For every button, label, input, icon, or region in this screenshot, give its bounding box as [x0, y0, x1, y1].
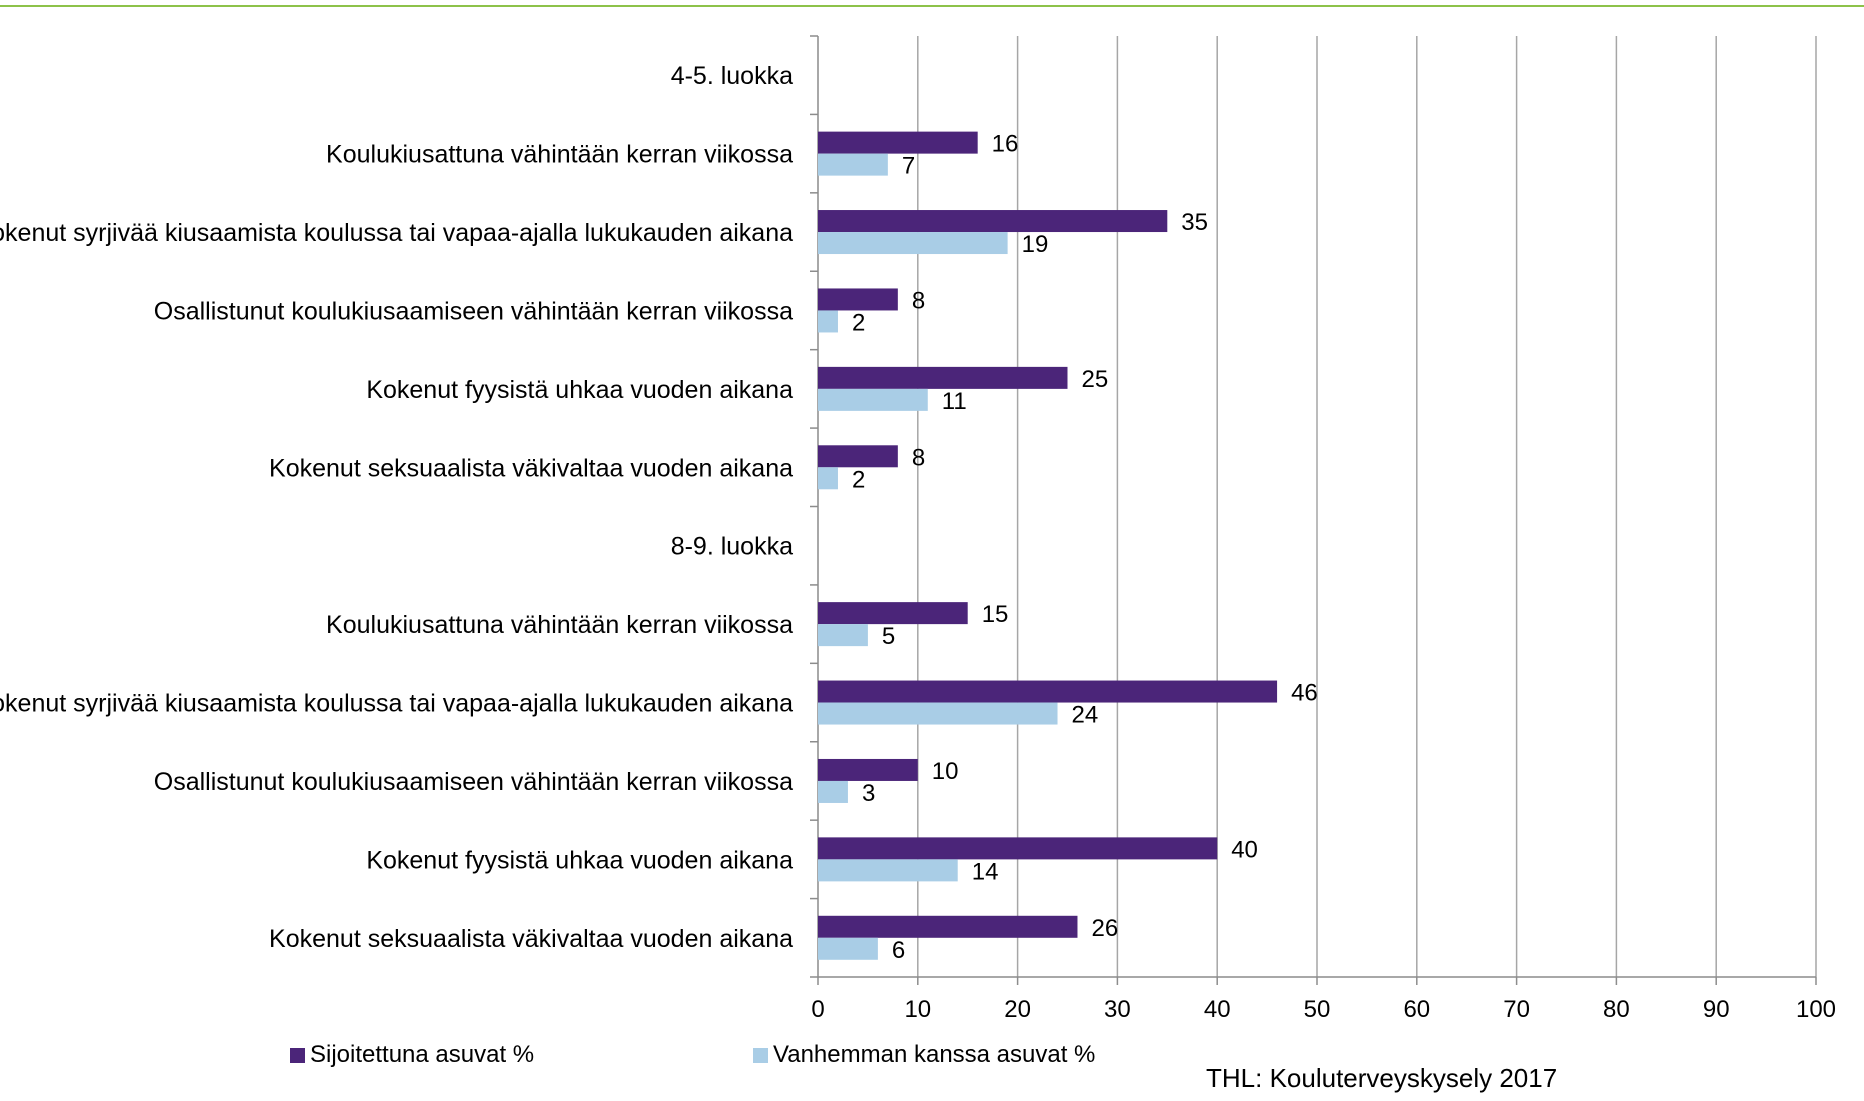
category-label: Osallistunut koulukiusaamiseen vähintään… [154, 297, 793, 325]
x-tick-label-30: 30 [1104, 996, 1131, 1023]
data-label-sijoitettuna: 15 [982, 601, 1009, 628]
bar-vanhemman [818, 310, 838, 333]
data-label-sijoitettuna: 40 [1231, 836, 1258, 863]
category-label: Kokenut seksuaalista väkivaltaa vuoden a… [269, 454, 793, 482]
bar-sijoitettuna [818, 366, 1068, 389]
bar-vanhemman [818, 153, 888, 176]
data-label-vanhemman: 19 [1022, 231, 1049, 258]
bar-vanhemman [818, 937, 878, 960]
data-label-vanhemman: 14 [972, 858, 999, 885]
bar-sijoitettuna [818, 680, 1278, 703]
data-label-sijoitettuna: 8 [912, 287, 925, 314]
x-tick-label-0: 0 [811, 996, 824, 1023]
data-label-vanhemman: 11 [942, 388, 967, 415]
data-label-vanhemman: 2 [852, 309, 865, 336]
category-label: Kokenut fyysistä uhkaa vuoden aikana [366, 376, 793, 404]
bar-sijoitettuna [818, 837, 1218, 860]
bar-vanhemman [818, 467, 838, 490]
data-label-vanhemman: 24 [1072, 702, 1099, 729]
data-label-vanhemman: 2 [852, 466, 865, 493]
category-label: Koulukiusattuna vähintään kerran viikoss… [326, 611, 793, 639]
bar-vanhemman [818, 388, 928, 411]
bar-vanhemman [818, 780, 848, 803]
x-tick-label-100: 100 [1796, 996, 1836, 1023]
bar-sijoitettuna [818, 210, 1168, 233]
data-label-sijoitettuna: 25 [1082, 366, 1109, 393]
legend-label-vanhemman: Vanhemman kanssa asuvat % [773, 1041, 1095, 1068]
bar-sijoitettuna [818, 915, 1078, 938]
legend-swatch-sijoitettuna [290, 1048, 305, 1063]
category-label: 4-5. luokka [671, 62, 793, 90]
source-note: THL: Kouluterveyskysely 2017 [1206, 1063, 1557, 1093]
data-label-vanhemman: 7 [902, 153, 915, 180]
category-labels: 4-5. luokka Koulukiusattuna vähintään ker… [0, 62, 793, 953]
legend-swatch-vanhemman [753, 1048, 768, 1063]
category-label: Koulukiusattuna vähintään kerran viikoss… [326, 141, 793, 169]
category-label: Kokenut fyysistä uhkaa vuoden aikana [366, 846, 793, 874]
data-label-sijoitettuna: 35 [1181, 209, 1208, 236]
data-labels: 16 7 35 19 8 2 25 11 8 2 15 5 46 24 10 3 40 14 26 6 [852, 131, 1318, 964]
bar-sijoitettuna [818, 288, 898, 311]
bar-vanhemman [818, 232, 1008, 255]
data-label-vanhemman: 3 [862, 780, 875, 807]
x-tick-labels: 0 10 20 30 40 50 60 70 80 90 100 [811, 996, 1836, 1023]
bar-vanhemman [818, 624, 868, 647]
bar-vanhemman [818, 859, 958, 882]
axes [810, 35, 1817, 985]
bar-sijoitettuna [818, 445, 898, 468]
x-tick-label-80: 80 [1603, 996, 1630, 1023]
data-label-sijoitettuna: 8 [912, 444, 925, 471]
x-tick-label-50: 50 [1304, 996, 1331, 1023]
data-label-sijoitettuna: 16 [992, 131, 1019, 158]
x-tick-label-90: 90 [1703, 996, 1730, 1023]
x-tick-label-40: 40 [1204, 996, 1231, 1023]
gridlines [917, 36, 1817, 977]
bar-sijoitettuna [818, 602, 968, 625]
data-label-sijoitettuna: 10 [932, 758, 959, 785]
x-tick-label-60: 60 [1403, 996, 1430, 1023]
data-label-vanhemman: 6 [892, 937, 905, 964]
category-label: Kokenut seksuaalista väkivaltaa vuoden a… [269, 925, 793, 953]
category-label: Kokenut syrjivää kiusaamista koulussa ta… [0, 219, 793, 247]
bar-sijoitettuna [818, 131, 978, 154]
bar-sijoitettuna [818, 758, 918, 781]
bar-vanhemman [818, 702, 1058, 725]
category-label: Osallistunut koulukiusaamiseen vähintään… [154, 768, 793, 796]
data-label-sijoitettuna: 46 [1291, 680, 1318, 707]
bars [818, 131, 1278, 960]
data-label-sijoitettuna: 26 [1091, 915, 1118, 942]
category-label: 8-9. luokka [671, 533, 793, 561]
legend-label-sijoitettuna: Sijoitettuna asuvat % [310, 1041, 534, 1068]
category-label: Kokenut syrjivää kiusaamista koulussa ta… [0, 690, 793, 718]
legend: Sijoitettuna asuvat % Vanhemman kanssa a… [290, 1041, 1095, 1068]
x-tick-label-70: 70 [1503, 996, 1530, 1023]
x-tick-label-20: 20 [1004, 996, 1031, 1023]
data-label-vanhemman: 5 [882, 623, 895, 650]
x-tick-label-10: 10 [904, 996, 931, 1023]
